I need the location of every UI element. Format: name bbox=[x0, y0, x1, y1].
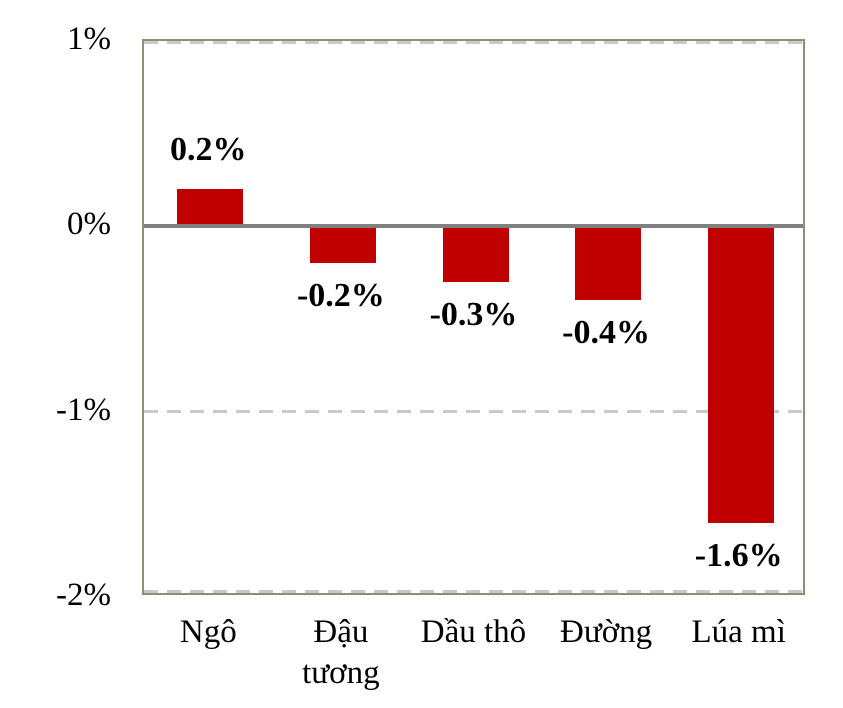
gridline-1 bbox=[144, 41, 803, 44]
y-tick-0: 0% bbox=[67, 206, 111, 243]
gridline--1 bbox=[144, 410, 803, 414]
zero-axis-line bbox=[144, 224, 803, 229]
data-label-5: -1.6% bbox=[694, 536, 783, 574]
category-label-2: Đậu tương bbox=[302, 614, 380, 691]
chart-plot-area bbox=[142, 39, 805, 595]
y-tick--2: -2% bbox=[56, 577, 111, 613]
bar-1 bbox=[177, 189, 244, 227]
data-label-2: -0.2% bbox=[296, 277, 385, 315]
bar-3 bbox=[442, 226, 509, 282]
bar-5 bbox=[707, 226, 774, 523]
category-label-1: Ngô bbox=[179, 614, 237, 650]
bar-2 bbox=[309, 226, 376, 264]
bar-4 bbox=[575, 226, 642, 301]
y-tick--1: -1% bbox=[56, 391, 111, 428]
category-label-4: Đường bbox=[560, 614, 653, 650]
data-label-3: -0.3% bbox=[429, 295, 518, 333]
data-label-4: -0.4% bbox=[562, 314, 650, 352]
y-tick-1: 1% bbox=[67, 21, 111, 57]
category-label-5: Lúa mì bbox=[691, 614, 786, 650]
gridline--2 bbox=[144, 590, 803, 593]
data-label-1: 0.2% bbox=[170, 131, 247, 169]
category-label-3: Dầu thô bbox=[420, 614, 527, 650]
